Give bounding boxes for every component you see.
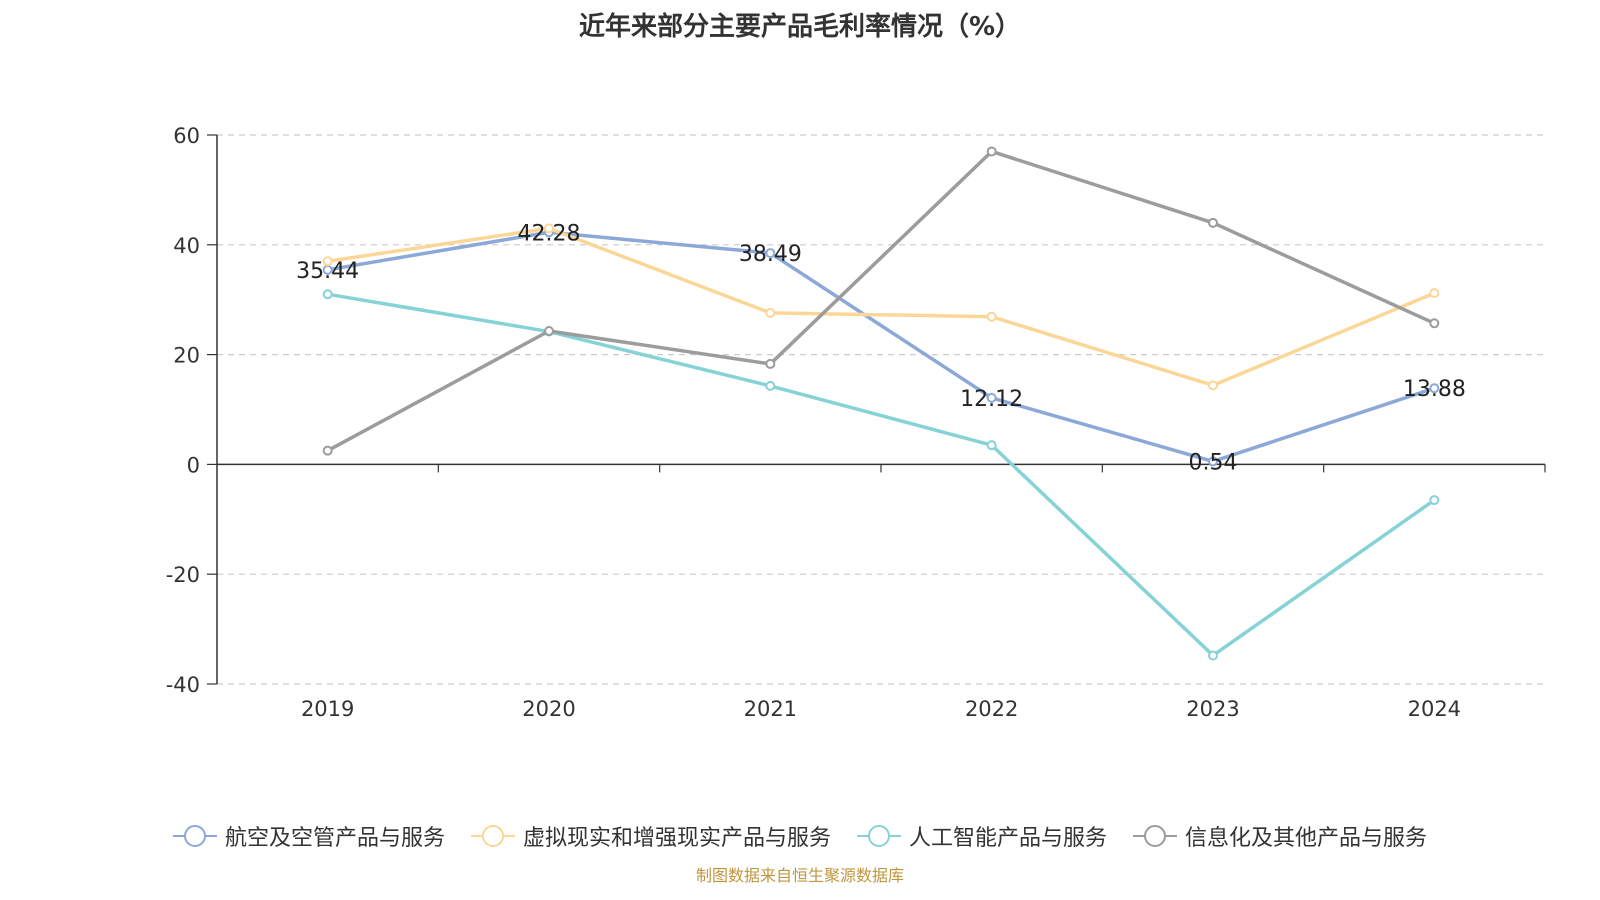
y-tick-label: -20: [166, 563, 200, 587]
legend-label: 虚拟现实和增强现实产品与服务: [522, 826, 831, 851]
x-tick-label: 2024: [1408, 697, 1461, 721]
x-tick-label: 2020: [522, 697, 575, 721]
x-tick-label: 2019: [301, 697, 354, 721]
data-label: 0.54: [1189, 450, 1238, 475]
series-line-3: [327, 292, 1436, 658]
data-point: [1429, 383, 1440, 394]
series-line-4: [326, 149, 1436, 453]
data-point: [544, 223, 554, 234]
data-label: 42.28: [518, 221, 581, 246]
legend-label: 信息化及其他产品与服务: [1185, 826, 1428, 851]
legend-marker-icon: [470, 825, 515, 847]
data-point: [765, 307, 776, 318]
data-point: [1208, 217, 1218, 228]
data-point: [322, 256, 333, 267]
legend-marker-icon: [1133, 825, 1178, 847]
data-point: [1208, 456, 1218, 467]
data-point: [765, 380, 776, 391]
legend-marker-icon: [857, 825, 901, 847]
legend-item[interactable]: 信息化及其他产品与服务: [1133, 820, 1427, 852]
legend-label: 航空及空管产品与服务: [224, 826, 445, 851]
y-tick-label: 20: [173, 344, 200, 368]
legend-item[interactable]: 虚拟现实和增强现实产品与服务: [470, 820, 831, 852]
data-point: [1429, 318, 1440, 329]
data-point: [1429, 495, 1440, 506]
legend-label: 人工智能产品与服务: [909, 826, 1108, 851]
data-point: [1429, 288, 1440, 299]
y-tick-label: 0: [187, 453, 200, 477]
series-line-2: [327, 226, 1436, 388]
data-point: [1208, 380, 1218, 391]
data-point: [986, 311, 997, 322]
source-note: 制图数据来自恒生聚源数据库: [695, 866, 904, 885]
chart-legend: 航空及空管产品与服务 虚拟现实和增强现实产品与服务 人工智能产品与服务 信息化及其他产…: [0, 820, 1600, 852]
x-tick-label: 2022: [965, 697, 1018, 721]
legend-marker-icon: [172, 825, 217, 847]
data-label: 12.12: [960, 387, 1023, 412]
data-point: [986, 440, 997, 451]
data-label: 38.49: [739, 242, 802, 267]
data-point: [1208, 650, 1218, 661]
y-tick-label: -40: [166, 673, 200, 697]
x-tick-label: 2021: [744, 697, 797, 721]
legend-item[interactable]: 人工智能产品与服务: [857, 820, 1107, 852]
data-label: 13.88: [1403, 377, 1466, 402]
data-point: [544, 325, 554, 336]
chart-title: 近年来部分主要产品毛利率情况（%）: [578, 12, 1022, 42]
data-point: [986, 392, 997, 403]
x-tick-label: 2023: [1186, 697, 1239, 721]
legend-item[interactable]: 航空及空管产品与服务: [172, 820, 445, 852]
y-tick-label: 60: [173, 124, 200, 148]
y-tick-label: 40: [173, 234, 200, 258]
data-point: [986, 146, 997, 157]
data-point: [765, 248, 776, 259]
line-chart: 60 40 20 0 -20 -40 2019 2020 2021 2022 2023 2024 35.…: [166, 124, 1546, 721]
data-label: 35.44: [296, 259, 359, 284]
series-line-1: [327, 230, 1435, 464]
data-point: [322, 445, 333, 456]
data-point: [322, 289, 333, 300]
data-point: [765, 358, 776, 369]
